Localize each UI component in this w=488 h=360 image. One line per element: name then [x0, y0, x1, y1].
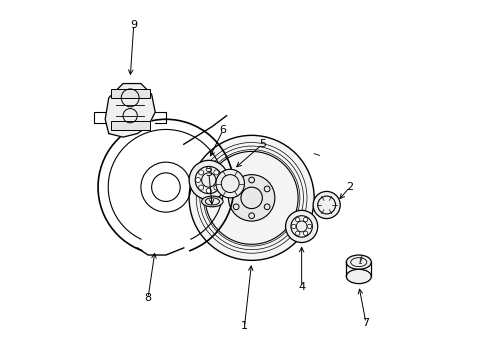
Text: 8: 8 — [144, 293, 151, 303]
Circle shape — [198, 185, 203, 190]
Circle shape — [303, 231, 307, 235]
Circle shape — [291, 224, 295, 229]
Circle shape — [198, 170, 203, 175]
Circle shape — [213, 170, 219, 175]
Circle shape — [295, 231, 299, 235]
Circle shape — [195, 177, 200, 183]
Circle shape — [307, 224, 311, 229]
Circle shape — [295, 217, 299, 222]
Text: 4: 4 — [298, 282, 305, 292]
Circle shape — [217, 177, 222, 183]
Circle shape — [228, 175, 274, 221]
Circle shape — [312, 192, 340, 219]
Circle shape — [206, 188, 211, 193]
Polygon shape — [105, 84, 155, 137]
Ellipse shape — [201, 196, 223, 207]
Text: 9: 9 — [130, 19, 137, 30]
Text: 3: 3 — [205, 168, 212, 178]
Text: 6: 6 — [219, 125, 226, 135]
Circle shape — [206, 167, 211, 172]
Bar — [110, 89, 149, 98]
Text: 1: 1 — [241, 321, 247, 332]
Circle shape — [303, 217, 307, 222]
Ellipse shape — [346, 269, 370, 284]
Text: ℓ: ℓ — [358, 256, 362, 266]
Bar — [110, 121, 149, 130]
Ellipse shape — [346, 255, 370, 269]
Text: 5: 5 — [258, 139, 265, 149]
Circle shape — [216, 169, 244, 198]
Circle shape — [189, 135, 313, 260]
Text: 2: 2 — [346, 182, 353, 192]
Circle shape — [189, 160, 228, 200]
Circle shape — [213, 185, 219, 190]
Text: 7: 7 — [362, 318, 369, 328]
Circle shape — [285, 210, 317, 243]
